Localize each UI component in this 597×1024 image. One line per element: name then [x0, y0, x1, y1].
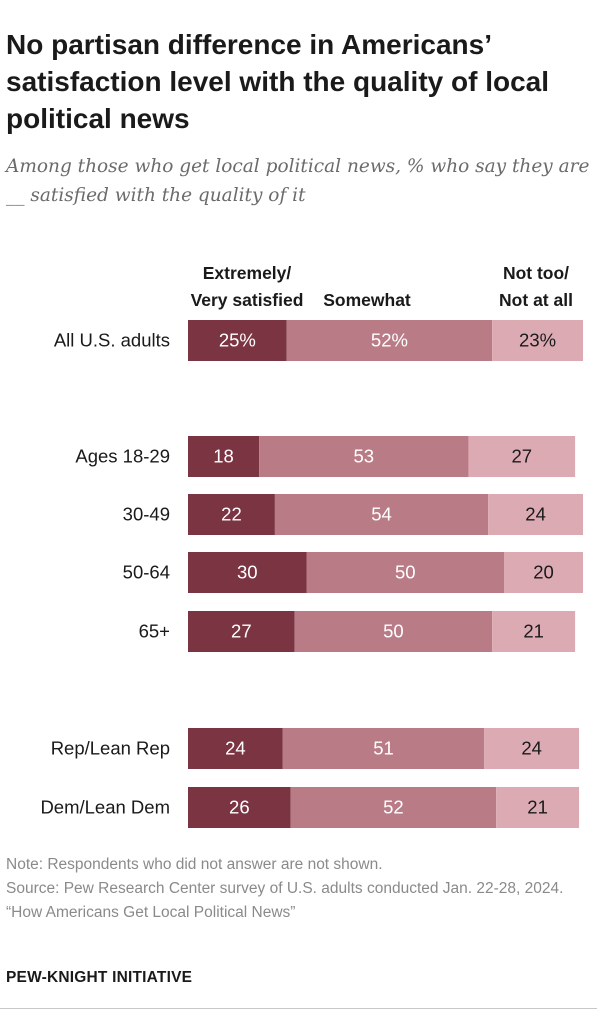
bar-segment-1: [188, 611, 295, 652]
data-label: 24: [521, 738, 542, 759]
bar-segment-3: [496, 787, 580, 828]
data-label: 21: [527, 797, 548, 818]
row-label: All U.S. adults: [54, 330, 170, 351]
report-title: “How Americans Get Local Political News”: [6, 904, 296, 921]
row-label: 30-49: [123, 504, 170, 525]
data-label: 27: [511, 446, 532, 467]
chart-subtitle: Among those who get local political news…: [6, 156, 590, 206]
chart-notes: Note: Respondents who did not answer are…: [6, 853, 591, 925]
bar-segment-2: [290, 787, 497, 828]
row-label: Ages 18-29: [75, 446, 170, 467]
bar-segment-1: [188, 494, 275, 535]
bar-segment-2: [306, 552, 504, 593]
bar-segment-1: [188, 552, 307, 593]
data-label: 52%: [371, 330, 408, 351]
bottom-rule: [0, 1008, 597, 1009]
bar-segment-2: [294, 611, 493, 652]
data-label: 50: [395, 562, 416, 583]
row-label: 65+: [139, 621, 170, 642]
bar-segment-2: [259, 436, 469, 477]
stacked-bar-chart: Extremely/Very satisfied Somewhat Not too/…: [40, 263, 583, 828]
legend-label-1-line-2: Very satisfied: [191, 290, 304, 310]
legend-label-1-line-1: Extremely/: [203, 263, 292, 283]
legend-label-2-line-1: Somewhat: [323, 290, 411, 310]
data-label: 53: [353, 446, 374, 467]
row-label: Dem/Lean Dem: [40, 797, 170, 818]
note-text: Note: Respondents who did not answer are…: [6, 856, 383, 873]
legend-label-3-line-2: Not at all: [499, 290, 573, 310]
data-label: 26: [229, 797, 250, 818]
data-label: 25%: [219, 330, 256, 351]
data-label: 20: [533, 562, 554, 583]
data-label: 24: [225, 738, 246, 759]
data-label: 51: [373, 738, 394, 759]
data-label: 50: [383, 621, 404, 642]
bar-segment-2: [286, 320, 493, 361]
bar-segment-3: [484, 728, 580, 769]
data-label: 21: [523, 621, 544, 642]
bar-segment-1: [188, 436, 260, 477]
data-label: 23%: [519, 330, 556, 351]
data-label: 27: [231, 621, 252, 642]
legend-label-3-line-1: Not too/: [503, 263, 569, 283]
data-label: 52: [383, 797, 404, 818]
bar-segment-3: [504, 552, 583, 593]
chart-title: No partisan difference in Americans’ sat…: [6, 29, 550, 134]
brand-label: PEW-KNIGHT INITIATIVE: [6, 969, 193, 986]
bar-segment-3: [488, 494, 583, 535]
bar-segment-3: [468, 436, 576, 477]
bar-segment-2: [282, 728, 485, 769]
data-label: 54: [371, 504, 392, 525]
bar-segment-2: [274, 494, 489, 535]
bar-segment-1: [188, 320, 287, 361]
bar-segment-3: [492, 611, 576, 652]
row-label: 50-64: [123, 562, 170, 583]
source-text: Source: Pew Research Center survey of U.…: [6, 880, 564, 897]
data-label: 22: [221, 504, 242, 525]
bar-segment-1: [188, 787, 291, 828]
bar-segment-1: [188, 728, 283, 769]
row-label: Rep/Lean Rep: [51, 738, 170, 759]
data-label: 24: [525, 504, 546, 525]
data-label: 30: [237, 562, 258, 583]
data-label: 18: [213, 446, 234, 467]
bar-segment-3: [492, 320, 583, 361]
